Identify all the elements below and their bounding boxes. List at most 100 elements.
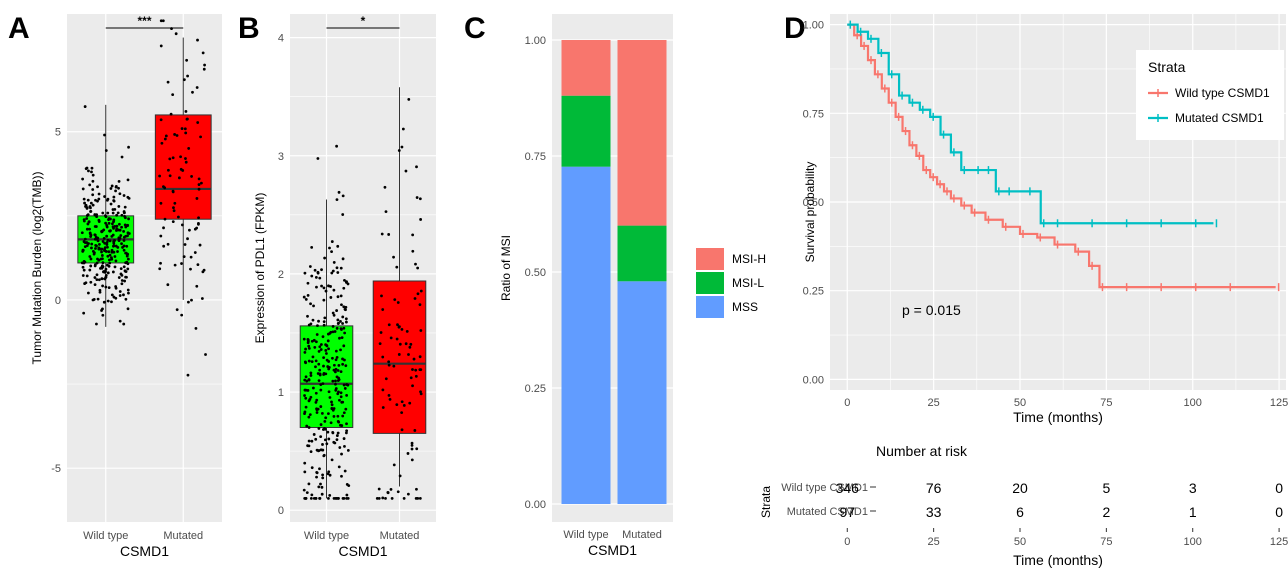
y-tick-label: 0.25 [803,286,824,298]
jitter-point [334,358,338,362]
jitter-point [311,318,315,322]
jitter-point [341,194,345,198]
jitter-point [158,174,162,178]
jitter-point [340,303,343,307]
jitter-point [180,313,184,317]
jitter-point [183,127,187,131]
jitter-point [109,187,113,190]
jitter-point [345,493,349,497]
jitter-point [184,160,188,164]
jitter-point [326,430,330,434]
jitter-point [85,166,89,170]
jitter-point [395,265,399,269]
y-axis-title: Survival probability [803,162,817,263]
jitter-point [166,80,170,84]
jitter-point [331,324,335,328]
jitter-point [312,386,315,390]
jitter-point [307,347,311,350]
jitter-point [108,261,112,265]
jitter-point [175,134,179,137]
jitter-point [120,273,124,277]
jitter-point [410,443,414,447]
jitter-point [318,496,321,500]
y-tick-label: 0 [55,295,61,307]
jitter-point [112,250,116,254]
jitter-point [345,429,349,433]
jitter-point [112,244,115,248]
jitter-point [336,431,340,435]
jitter-point [120,213,124,217]
jitter-point [339,391,343,395]
jitter-point [387,360,391,364]
jitter-point [202,67,206,71]
jitter-point [98,290,102,294]
jitter-point [387,323,391,327]
jitter-point [196,38,199,42]
jitter-point [159,201,163,205]
jitter-point [342,411,346,415]
jitter-point [324,289,328,293]
jitter-point [95,322,98,326]
jitter-point [158,267,162,271]
jitter-point [395,337,399,341]
jitter-point [123,216,127,220]
jitter-point [124,251,128,255]
jitter-point [106,245,109,249]
jitter-point [187,300,190,304]
jitter-point [337,465,341,469]
jitter-point [104,250,108,253]
jitter-point [337,420,341,424]
jitter-point [309,371,313,375]
jitter-point [338,398,341,402]
jitter-point [172,206,175,210]
y-tick-label: 2 [278,269,284,281]
risk-count: 20 [1012,480,1028,496]
jitter-point [336,295,340,299]
jitter-point [108,258,111,262]
jitter-point [397,149,401,152]
jitter-point [303,394,306,397]
legend-title: Strata [1148,59,1186,75]
jitter-point [318,368,322,372]
jitter-point [120,282,124,286]
jitter-point [408,345,412,349]
jitter-point [375,496,379,500]
jitter-point [177,176,181,180]
jitter-point [120,279,124,282]
p-value-annotation: p = 0.015 [902,302,961,318]
jitter-point [122,229,126,233]
jitter-point [334,370,337,374]
jitter-point [193,251,197,254]
risk-count: 346 [836,480,860,496]
jitter-point [107,286,111,290]
jitter-point [307,482,311,486]
jitter-point [319,435,323,438]
jitter-point [304,297,308,301]
jitter-point [332,261,336,264]
jitter-point [96,297,100,301]
jitter-point [102,300,106,304]
y-tick-label: 0.00 [803,374,824,386]
jitter-point [314,340,318,344]
jitter-point [180,262,183,265]
jitter-point [383,185,387,189]
y-tick-label: 0.25 [525,383,546,395]
jitter-point [317,449,321,452]
jitter-point [333,441,337,445]
jitter-point [88,183,92,187]
jitter-point [406,492,410,496]
jitter-point [336,271,340,274]
jitter-point [113,225,117,228]
jitter-point [317,427,321,430]
jitter-point [316,270,320,274]
jitter-point [110,184,114,188]
jitter-point [310,274,314,278]
jitter-point [414,374,418,378]
jitter-point [109,217,112,221]
jitter-point [96,239,100,243]
jitter-point [338,336,341,340]
risk-count: 3 [1189,480,1197,496]
jitter-point [175,308,179,312]
jitter-point [400,428,404,432]
